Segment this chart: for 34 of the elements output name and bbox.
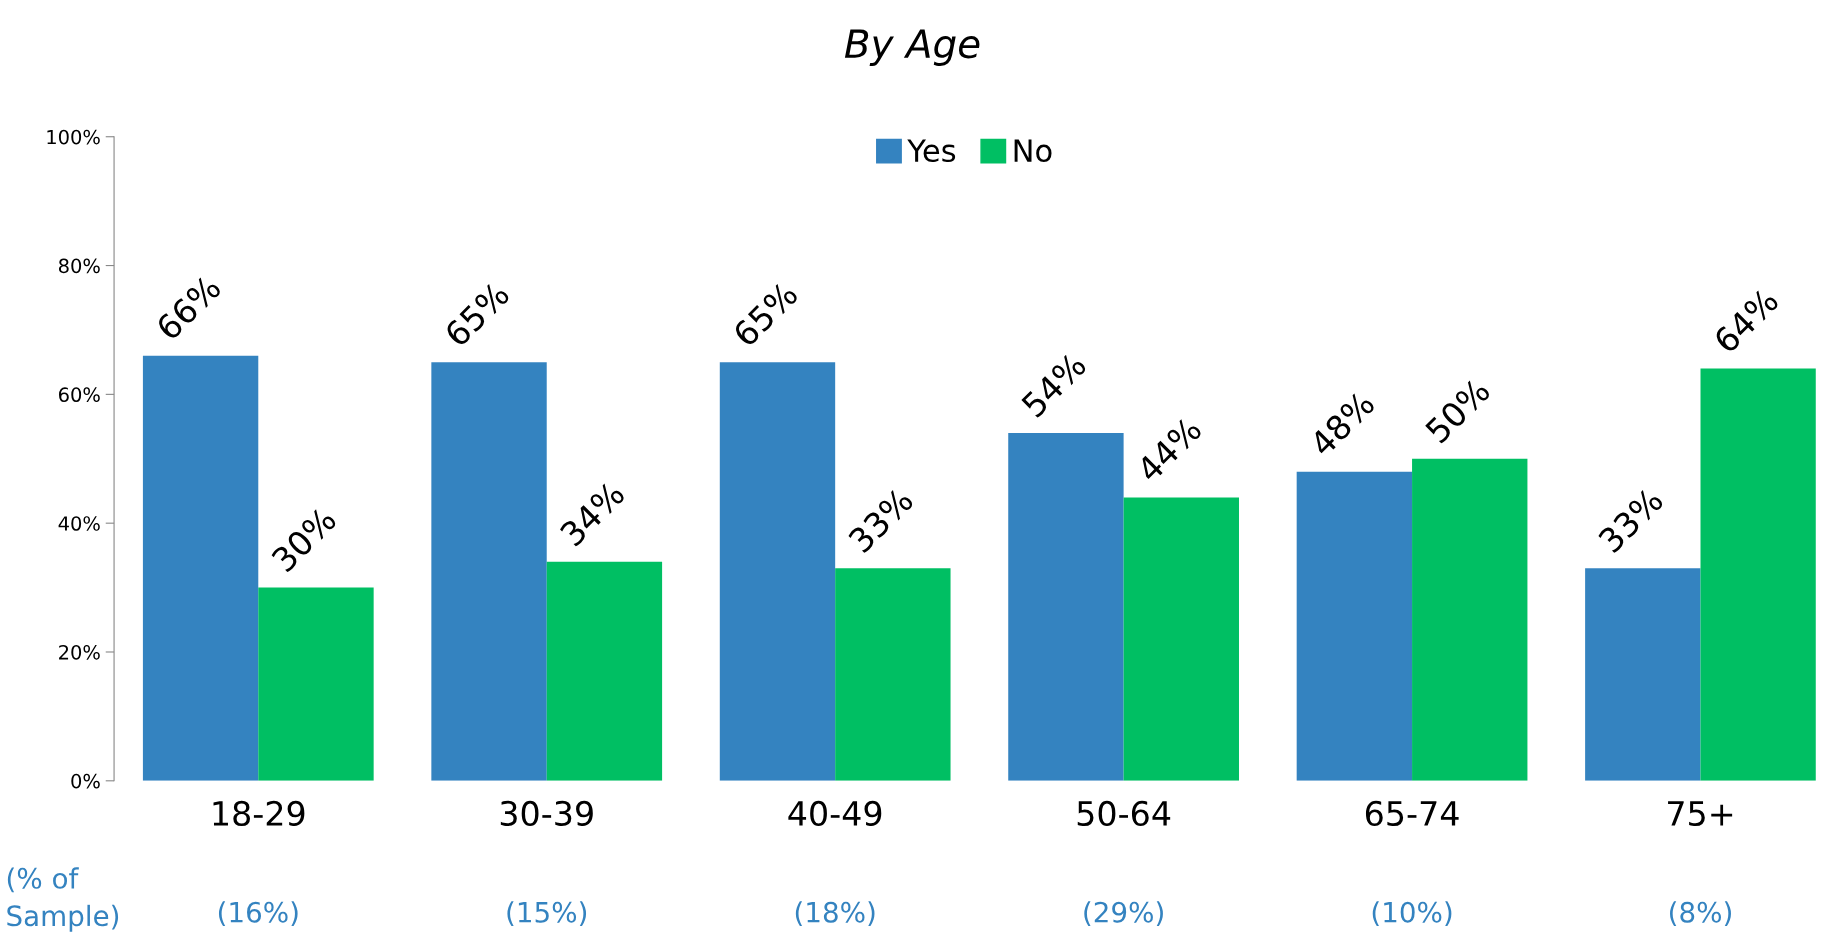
x-tick-label: 18-29: [213, 800, 305, 827]
x-tick-label: 75+: [1668, 801, 1733, 827]
y-tick-label: 20%: [59, 644, 100, 660]
x-tick-label: 40-49: [788, 800, 882, 827]
bar: [546, 561, 663, 781]
y-tick-label: 100%: [47, 129, 100, 145]
x-tick-label: 65-74: [1365, 800, 1459, 827]
y-tick-label: 60%: [59, 387, 100, 403]
x-tick-label: 50-64: [1077, 800, 1171, 827]
bar: [1585, 568, 1701, 781]
legend-label: No: [1014, 139, 1052, 163]
x-tick-label: 30-39: [500, 800, 593, 827]
y-tick-label: 0%: [71, 773, 100, 789]
text: (8%): [1670, 901, 1731, 927]
legend-label: Yes: [907, 139, 956, 163]
bar: [1412, 458, 1528, 781]
text: (% of Sample): [7, 867, 119, 932]
y-tick-label: 80%: [58, 258, 100, 274]
text: (10%): [1372, 901, 1452, 927]
bar: [719, 362, 836, 781]
bar: [1123, 497, 1239, 781]
chart-title: By Age: [844, 29, 980, 66]
bar: [1700, 368, 1816, 781]
y-tick-label: 40%: [58, 516, 100, 531]
text: (18%): [795, 901, 875, 927]
text: (16%): [218, 901, 298, 927]
bar: [431, 362, 547, 781]
bar: [1296, 471, 1413, 781]
bar: [1008, 433, 1124, 781]
bar: [142, 355, 259, 781]
text: (15%): [507, 901, 587, 927]
bar: [835, 568, 951, 781]
bar: [258, 587, 374, 781]
text: (29%): [1084, 901, 1163, 927]
